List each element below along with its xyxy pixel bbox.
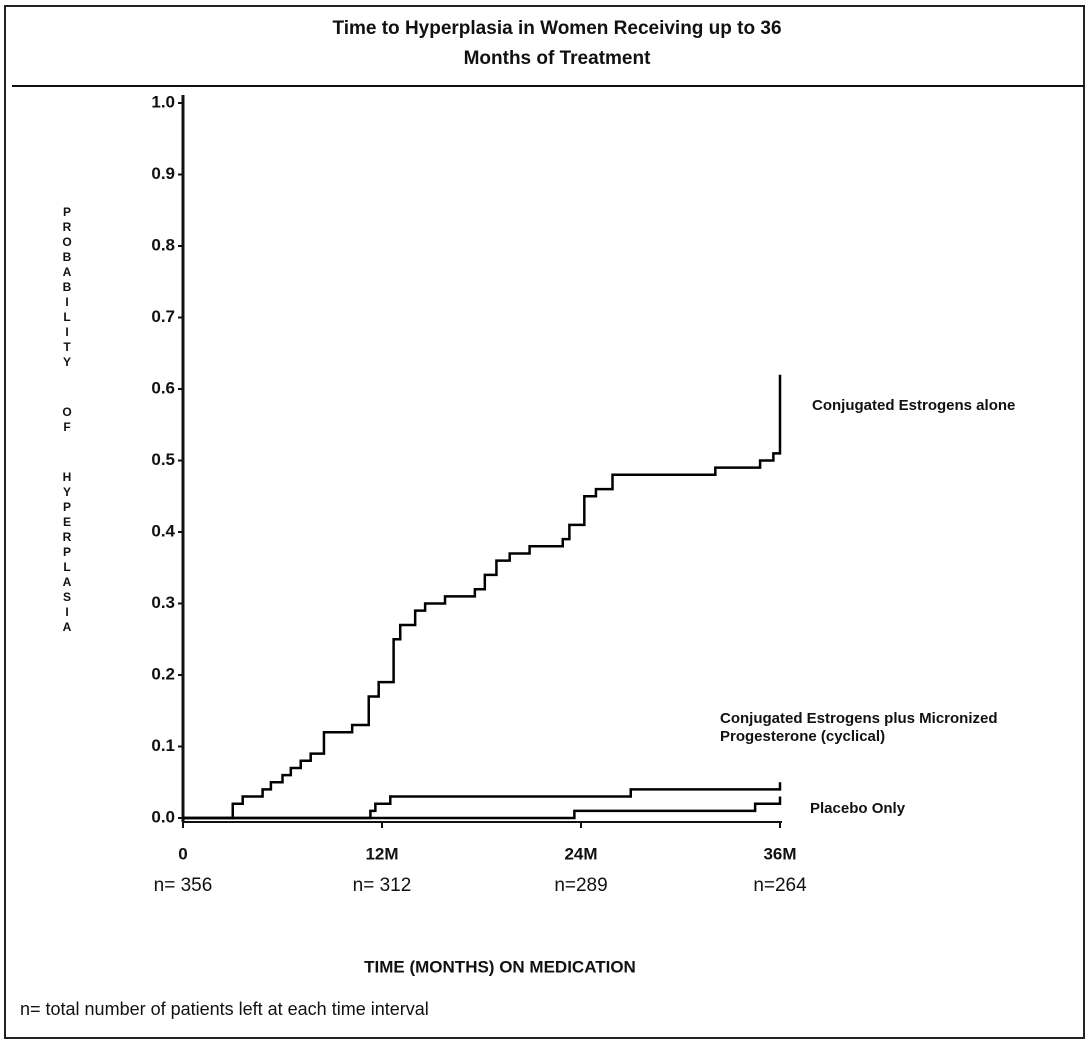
x-tick-label: 12M <box>365 844 398 863</box>
y-axis-label: PROBABILITY OF HYPERPLASIA <box>60 205 74 635</box>
y-tick-label: 0.9 <box>151 164 175 183</box>
x-count-label: n=264 <box>753 875 807 896</box>
series-line <box>183 782 782 820</box>
series-line <box>183 796 782 820</box>
y-tick-label: 0.0 <box>151 807 175 826</box>
chart-title: Time to Hyperplasia in Women Receiving u… <box>332 18 782 69</box>
y-tick-label: 0.8 <box>151 235 175 254</box>
frame <box>4 5 1085 1039</box>
y-tick-label: 0.5 <box>151 450 175 469</box>
y-tick-label: 0.1 <box>151 736 175 755</box>
x-axis-label: TIME (MONTHS) ON MEDICATION <box>364 957 636 976</box>
x-count-label: n= 312 <box>353 875 412 896</box>
x-count-label: n= 356 <box>154 875 213 896</box>
x-count-label: n=289 <box>554 875 607 896</box>
y-tick-label: 0.6 <box>151 378 175 397</box>
y-tick-label: 1.0 <box>151 92 175 111</box>
x-tick-label: 36M <box>763 844 796 863</box>
x-tick-label: 24M <box>564 844 597 863</box>
series-line <box>183 374 782 820</box>
series-label: Conjugated Estrogens alone <box>812 397 1016 414</box>
y-tick-label: 0.7 <box>151 307 175 326</box>
y-tick-label: 0.2 <box>151 664 175 683</box>
footnote: n= total number of patients left at each… <box>20 999 429 1019</box>
y-tick-label: 0.3 <box>151 593 175 612</box>
series-label: Placebo Only <box>810 800 906 817</box>
y-tick-label: 0.4 <box>151 521 175 540</box>
series-label: Conjugated Estrogens plus Micronized Pro… <box>720 710 998 745</box>
x-tick-label: 0 <box>178 844 187 863</box>
